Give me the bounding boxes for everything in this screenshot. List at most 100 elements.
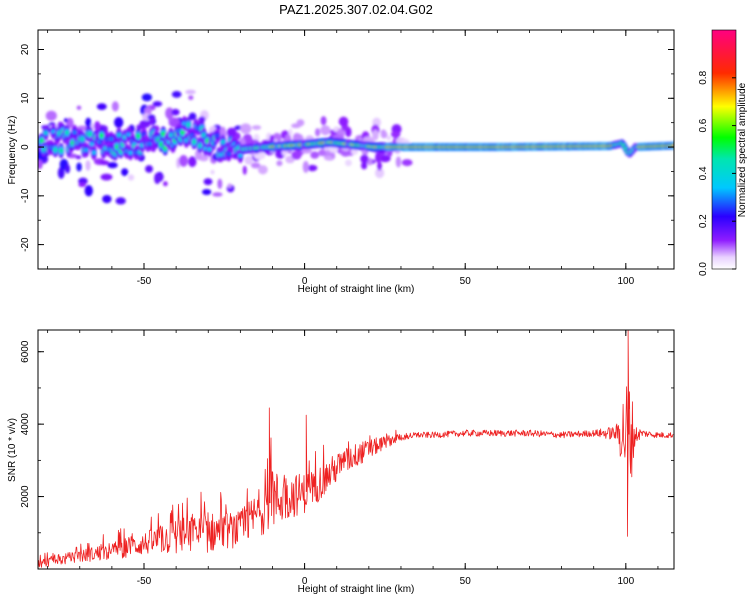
spectrogram-cell (43, 131, 48, 135)
spectrogram-cell (111, 101, 119, 112)
spectrogram-cell (99, 133, 104, 138)
spectrogram-cell (377, 161, 382, 171)
spectrogram-cell (51, 129, 56, 134)
spectrogram-y-axis: -20 -10 0 10 20 (20, 44, 674, 270)
spectrogram-cell (374, 167, 385, 179)
colorbar-label: Normalized spectral amplitude (737, 82, 748, 217)
spectrogram-cell (99, 160, 110, 166)
spectrogram-y-tick-label: -10 (20, 188, 31, 203)
spectrogram-cell (87, 132, 93, 136)
figure-title: PAZ1.2025.307.02.04.G02 (279, 2, 433, 17)
spectrogram-cell (360, 154, 369, 164)
spectrogram-cell (240, 123, 252, 134)
spectrogram-cell (227, 183, 232, 189)
spectrogram-cell (141, 93, 153, 102)
spectrogram-cell (257, 165, 268, 175)
spectrogram-cell (63, 118, 68, 123)
spectrogram-cell (114, 116, 124, 128)
spectrogram-cell (386, 135, 392, 141)
spectrogram-cell (83, 148, 89, 152)
spectrogram-cell (372, 129, 379, 141)
spectrogram-cell (39, 138, 45, 143)
colorbar-gradient (711, 29, 737, 270)
spectrogram-x-tick-label: 0 (302, 276, 308, 287)
spectrogram-cell (75, 155, 82, 160)
snr-y-label: SNR (10 * v/v) (7, 418, 18, 482)
spectrogram-cell (102, 194, 112, 204)
spectrogram-cell (219, 126, 226, 136)
snr-y-axis: 2000 4000 6000 (20, 340, 674, 534)
spectrogram-cell (78, 182, 86, 187)
colorbar-ticks: 0.0 0.2 0.4 0.6 0.8 (698, 70, 736, 276)
spectrogram-cell (296, 119, 305, 127)
snr-x-tick-label: 0 (302, 576, 308, 587)
spectrogram-cell (94, 121, 101, 132)
spectrogram-cell (126, 132, 131, 137)
spectrogram-cell (168, 115, 173, 123)
spectrogram-cell (89, 142, 95, 146)
spectrogram-cell (185, 89, 196, 95)
spectrogram-cell (149, 117, 155, 125)
spectrogram-y-tick-label: 10 (20, 92, 31, 104)
snr-x-label: Height of straight line (km) (298, 584, 415, 595)
spectrogram-cell (76, 162, 82, 172)
spectrogram-cell (251, 125, 262, 130)
colorbar: 0.0 0.2 0.4 0.6 0.8 Normalized spectral ampl… (698, 29, 748, 276)
spectrogram-cell (180, 130, 185, 135)
snr-y-tick-label: 6000 (20, 340, 31, 363)
spectrogram-cell (291, 150, 302, 160)
spectrogram-cell (64, 130, 70, 135)
spectrogram-cell (188, 156, 197, 168)
spectrogram-cell (171, 108, 180, 116)
spectrogram-heatmap (38, 89, 674, 205)
spectrogram-y-label: Frequency (Hz) (7, 116, 18, 185)
spectrogram-cell (121, 168, 129, 177)
spectrogram-cell (100, 173, 113, 181)
spectrogram-cell (109, 137, 114, 141)
spectrogram-y-tick-label: -20 (20, 237, 31, 252)
snr-x-axis: -50 0 50 100 (47, 330, 659, 587)
colorbar-tick-label: 0.2 (698, 214, 709, 228)
spectrogram-cell (152, 101, 163, 107)
spectrogram-panel: -50 0 50 100 -20 -10 0 10 20 Height of straight… (7, 29, 675, 295)
spectrogram-cell (292, 132, 301, 142)
spectrogram-cell (302, 160, 309, 173)
spectrogram-cell (202, 189, 212, 196)
spectrogram-cell (197, 143, 203, 148)
spectrogram-cell (179, 155, 189, 167)
spectrogram-cell (191, 140, 197, 144)
spectrogram-cell (188, 95, 194, 101)
spectrogram-cell (238, 153, 243, 158)
spectrogram-cell (115, 197, 126, 205)
spectrogram-cell (395, 156, 402, 168)
spectrogram-x-axis: -50 0 50 100 (47, 30, 659, 287)
spectrogram-cell (338, 116, 349, 127)
spectrogram-cell (45, 110, 57, 121)
spectrogram-cell (324, 155, 333, 161)
spectrogram-cell (315, 128, 321, 137)
spectrogram-cell (318, 149, 327, 157)
spectrogram-cell (53, 147, 58, 152)
snr-panel: -50 0 50 100 2000 4000 6000 Height of straigh… (7, 329, 675, 595)
spectrogram-cell (91, 150, 97, 155)
spectrogram-cell (375, 152, 382, 163)
spectrogram-cell (242, 165, 247, 175)
spectrogram-cell (344, 159, 352, 167)
snr-frame (37, 329, 675, 570)
spectrogram-cell (320, 125, 331, 136)
spectrogram-cell (226, 152, 231, 156)
spectrogram-cell (250, 162, 261, 169)
colorbar-tick-label: 0.4 (698, 166, 709, 180)
spectrogram-cell (276, 160, 283, 167)
spectrogram-cell (76, 105, 82, 110)
spectrogram-cell (186, 122, 191, 127)
spectrogram-cell (361, 161, 368, 170)
spectrogram-y-tick-label: 20 (20, 44, 31, 56)
spectrogram-cell (390, 131, 401, 138)
spectrogram-cell (307, 164, 318, 172)
spectrogram-cell (58, 148, 64, 153)
spectrogram-cell (244, 155, 254, 165)
spectrogram-cell (84, 185, 93, 197)
spectrogram-cell (85, 117, 92, 128)
